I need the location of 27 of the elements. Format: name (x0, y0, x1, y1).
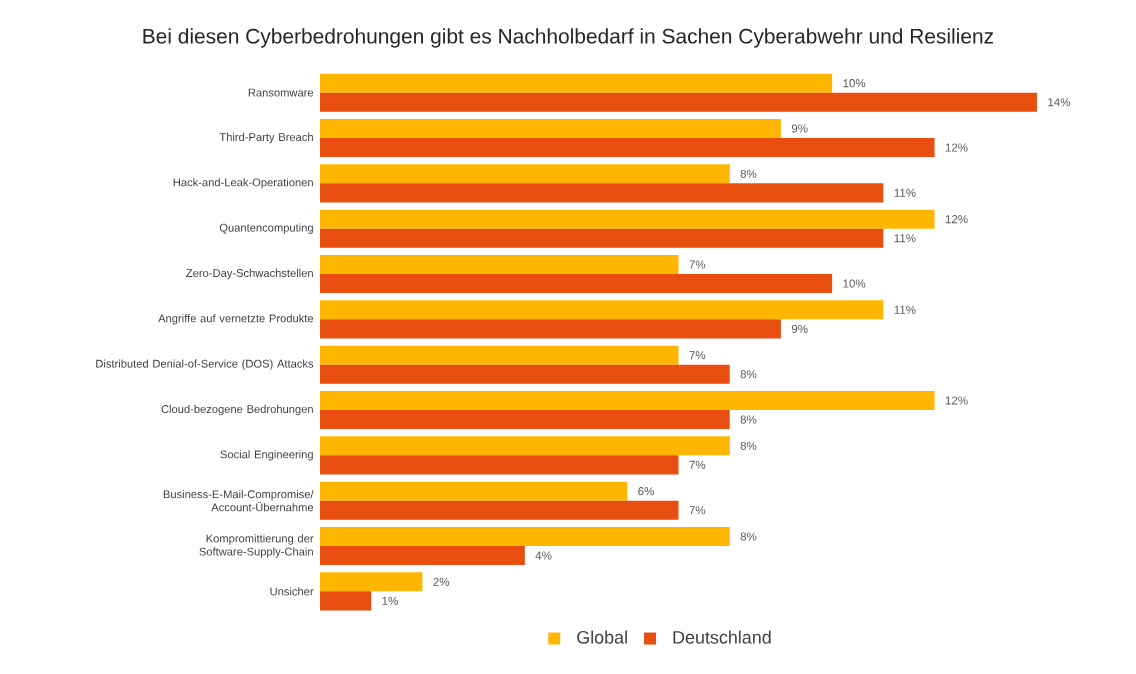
bar (320, 209, 935, 229)
bar (320, 410, 730, 430)
bar (320, 526, 730, 547)
bar (320, 319, 781, 339)
bar (320, 591, 372, 611)
chart-title: Bei diesen Cyberbedrohungen gibt es Nachholbedarf in Sachen Cyberabwehr und Resilienz (143, 28, 994, 48)
bar (320, 164, 730, 184)
legend-label: Deutschland (673, 630, 771, 644)
bar (320, 118, 781, 138)
bar (320, 481, 628, 501)
bar (320, 546, 525, 566)
bar (320, 500, 679, 520)
bar (320, 455, 679, 475)
bar (320, 274, 833, 294)
bar (320, 364, 730, 384)
bar (320, 92, 1037, 112)
bar (320, 183, 884, 203)
bar (320, 572, 423, 592)
bar (320, 436, 730, 456)
bar (320, 138, 935, 158)
bar (320, 345, 679, 365)
bar (320, 300, 884, 320)
legend-label: Global (577, 630, 627, 644)
bar (320, 254, 679, 275)
bar (320, 73, 833, 93)
bar (320, 228, 884, 248)
bar (320, 390, 935, 411)
